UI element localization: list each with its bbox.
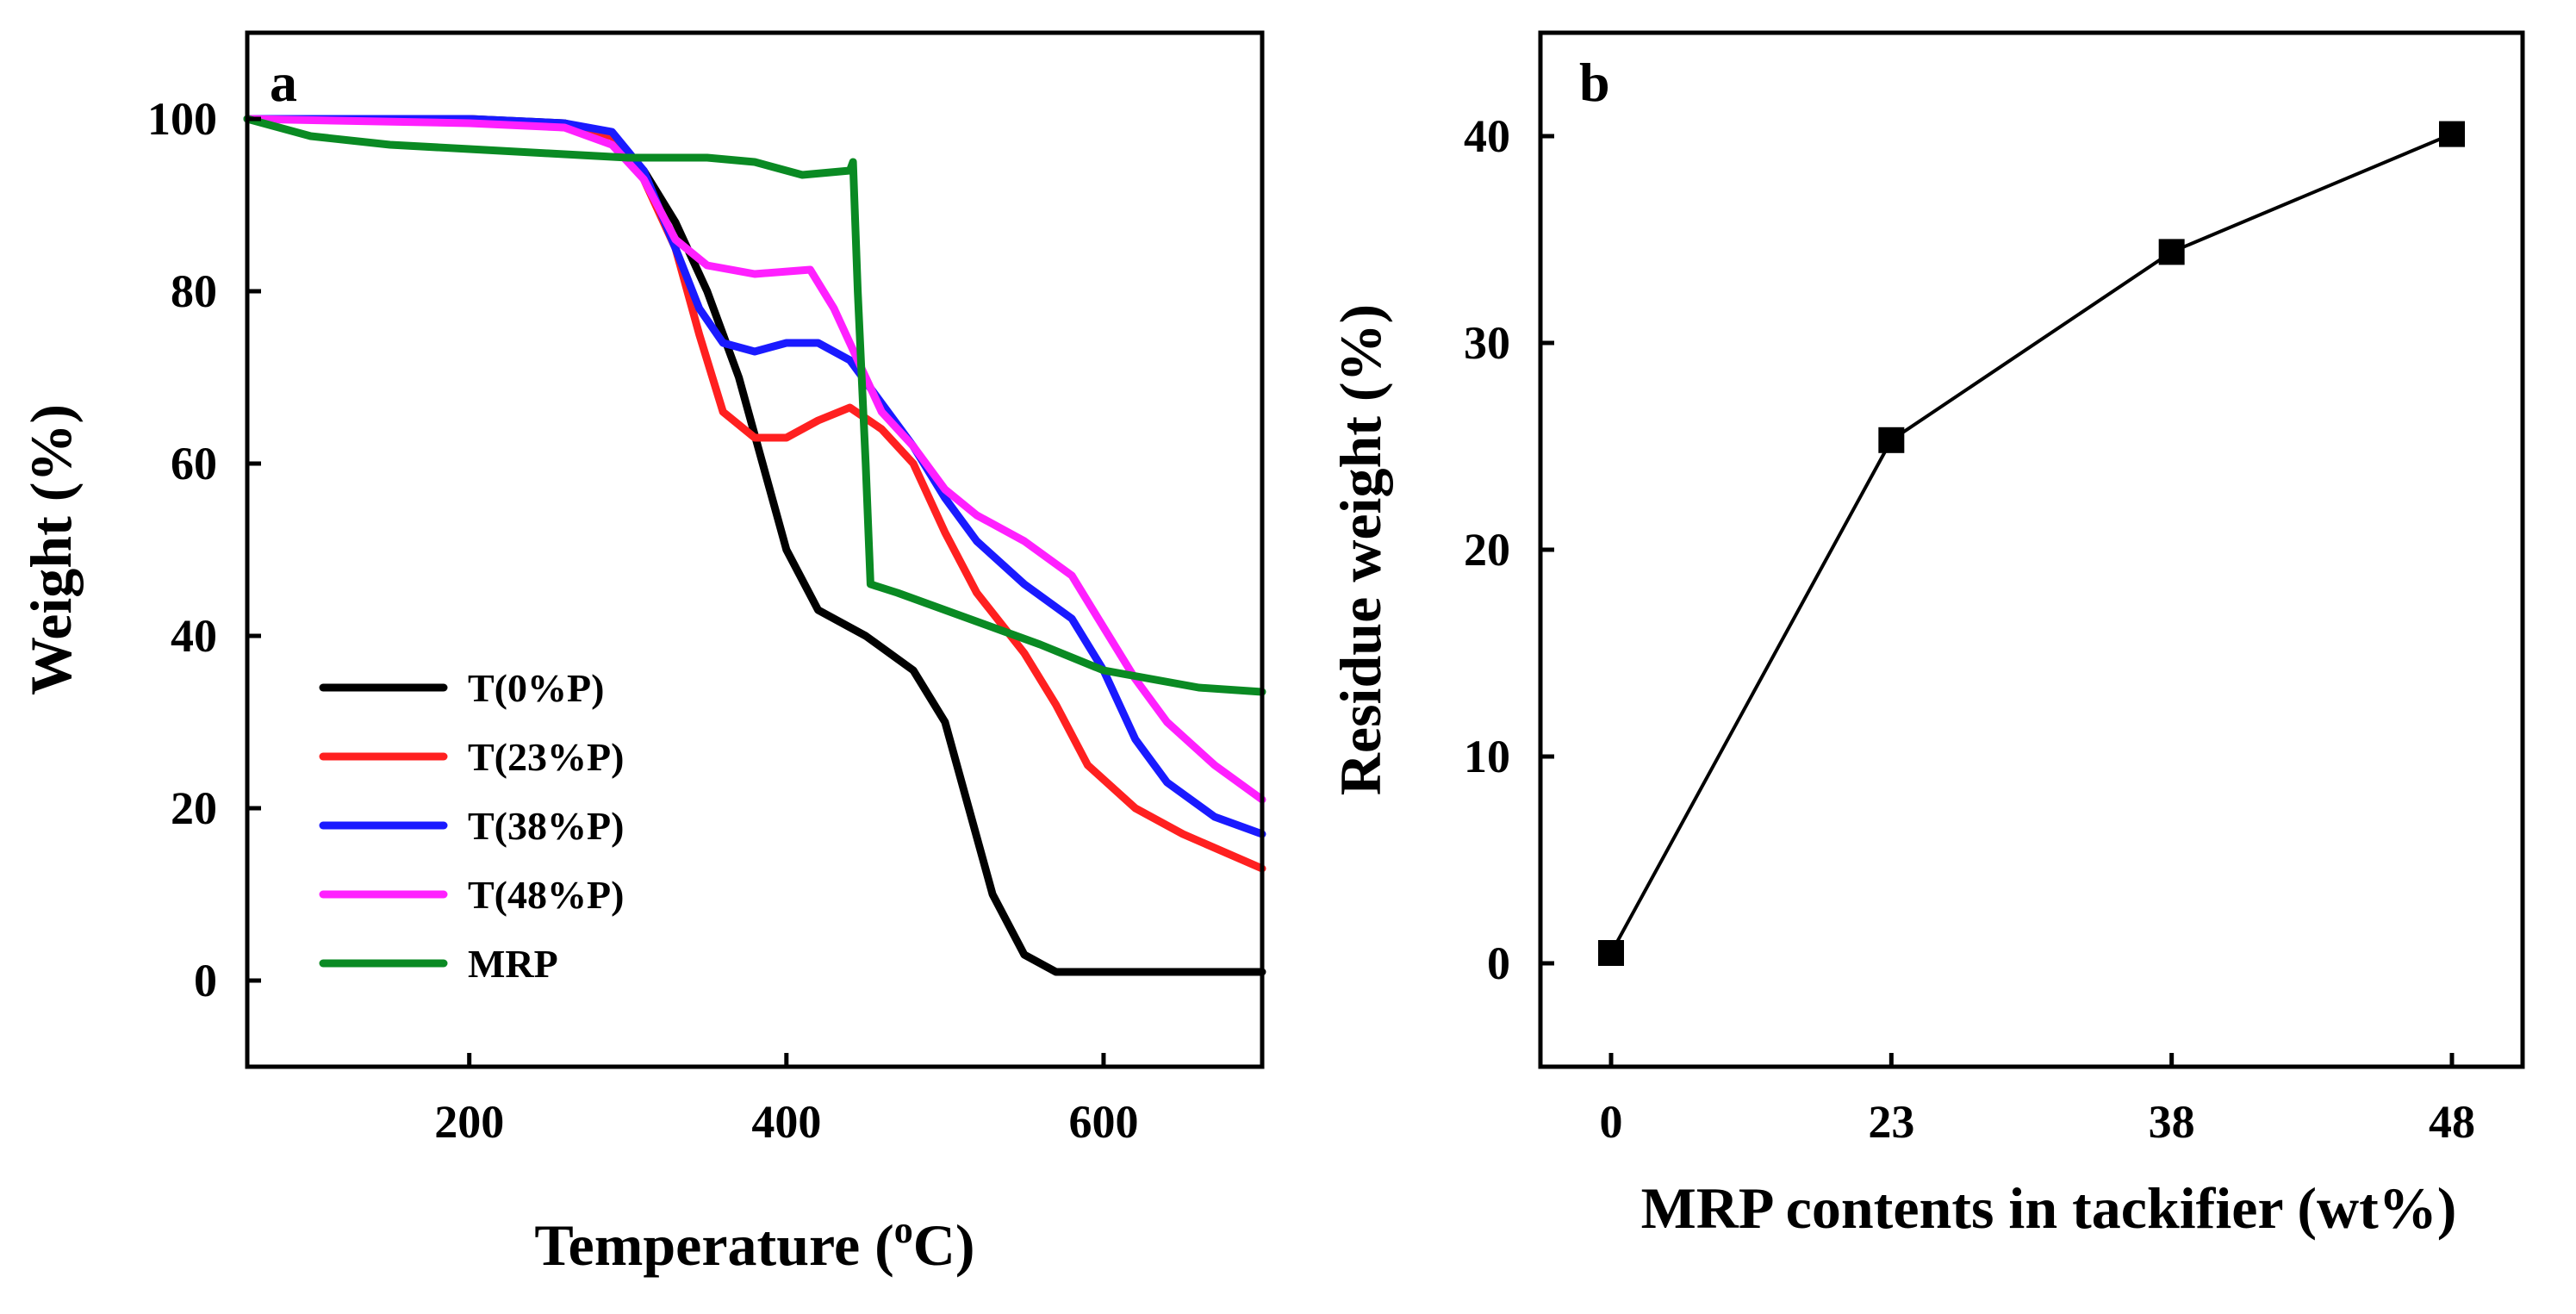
panel-a-frame	[245, 30, 1265, 1069]
x-tick-label: 0	[1600, 1096, 1623, 1148]
panel-a-series-lines	[243, 115, 1266, 976]
panel-b-series	[1598, 121, 2465, 966]
y-tick-label: 80	[171, 265, 217, 317]
data-point-0	[1598, 940, 1624, 966]
panel-b: 0 23 38 48 0 10 20 30 40 b MRP contents in tacki…	[1328, 30, 2525, 1241]
legend-item-t-38-p: T(38%P)	[319, 804, 624, 848]
x-tick-label: 400	[751, 1096, 821, 1148]
data-point-23	[1878, 427, 1905, 453]
series-line-t-48-p	[243, 115, 1266, 804]
legend-label: T(48%P)	[468, 873, 624, 917]
x-tick-label: 200	[434, 1096, 504, 1148]
y-tick-label: 40	[1464, 110, 1510, 162]
data-point-48	[2439, 121, 2465, 147]
y-tick-label: 20	[171, 782, 217, 834]
legend-label: MRP	[468, 942, 558, 986]
x-tick-label: 48	[2429, 1096, 2475, 1148]
x-tick-label: 600	[1068, 1096, 1138, 1148]
panel-b-ticks: 0 23 38 48 0 10 20 30 40	[1464, 110, 2475, 1148]
y-tick-label: 10	[1464, 731, 1510, 782]
x-tick-label: 23	[1868, 1096, 1914, 1148]
y-tick-label: 0	[194, 955, 217, 1006]
legend-label: T(0%P)	[468, 666, 604, 710]
y-tick-label: 40	[171, 610, 217, 662]
y-tick-label: 0	[1487, 937, 1510, 989]
data-point-38	[2158, 239, 2185, 265]
panel-a-y-axis-title: Weight (%)	[18, 404, 84, 695]
panel-a-x-axis-title: Temperature (oC)	[534, 1209, 974, 1278]
y-tick-label: 60	[171, 438, 217, 489]
legend-item-t-23-p: T(23%P)	[319, 735, 624, 779]
y-tick-label: 30	[1464, 317, 1510, 369]
x-tick-label: 38	[2149, 1096, 2195, 1148]
legend-item-t-0-p: T(0%P)	[319, 666, 604, 710]
panel-b-x-axis-title: MRP contents in tackifier (wt%)	[1641, 1175, 2457, 1241]
legend-item-t-48-p: T(48%P)	[319, 873, 624, 917]
legend-label: T(23%P)	[468, 735, 624, 779]
panel-b-label: b	[1579, 52, 1610, 113]
panel-a: 200 400 600 0 20 40 60 80 100 a Temperature (oC)…	[18, 30, 1266, 1278]
legend-label: T(38%P)	[468, 804, 624, 848]
y-tick-label: 100	[147, 93, 217, 145]
series-line-mrp	[243, 115, 1266, 696]
panel-a-legend: T(0%P) T(23%P) T(38%P) T(48%P) MRP	[319, 666, 624, 986]
panel-a-label: a	[270, 52, 297, 113]
y-tick-label: 20	[1464, 524, 1510, 576]
panel-b-y-axis-title: Residue weight (%)	[1328, 304, 1393, 795]
legend-item-mrp: MRP	[319, 942, 558, 986]
series-line-residue	[1609, 132, 2453, 954]
panel-a-ticks: 200 400 600 0 20 40 60 80 100	[147, 93, 1138, 1148]
